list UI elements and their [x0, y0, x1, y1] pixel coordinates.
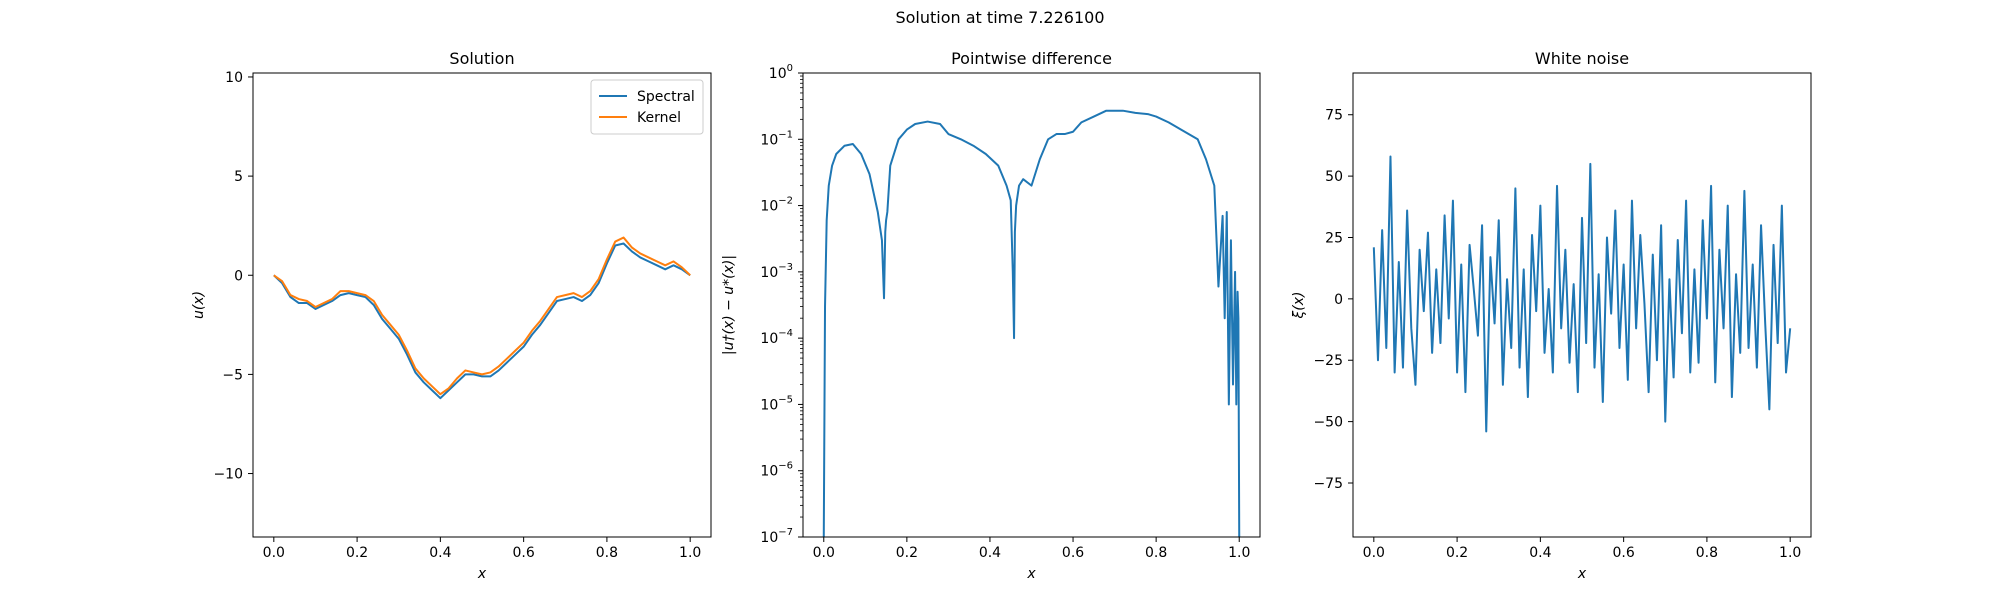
x-tick-label: 0.4	[979, 545, 1001, 561]
y-axis-label: ξ(x)	[1291, 291, 1307, 319]
x-tick-label: 0.2	[896, 545, 918, 561]
subplot-title: White noise	[1535, 49, 1629, 68]
x-tick-label: 0.2	[1446, 545, 1468, 561]
axes-frame	[1352, 72, 1812, 538]
x-tick-label: 0.6	[1062, 545, 1084, 561]
y-tick-label: −10	[213, 467, 243, 483]
axes-frame	[252, 72, 712, 538]
series-line-spectral	[273, 242, 691, 400]
y-tick-label: 100	[769, 63, 793, 82]
series-line-kernel	[273, 236, 691, 396]
y-tick-label: 50	[1325, 169, 1343, 185]
y-tick-label: 10	[225, 70, 243, 86]
legend-box	[590, 79, 704, 135]
x-tick-label: 0.6	[1613, 545, 1635, 561]
series-line-1	[1372, 155, 1792, 433]
x-tick-label: 0.6	[513, 545, 535, 561]
y-tick-label: 10−2	[760, 196, 793, 215]
y-tick-label: −25	[1313, 353, 1343, 369]
legend-label-spectral: Spectral	[637, 89, 695, 105]
y-tick-label: 5	[234, 169, 243, 185]
y-tick-label: 75	[1325, 108, 1343, 124]
y-tick-label: 10−6	[760, 461, 793, 480]
y-tick-label: 0	[234, 268, 243, 284]
y-tick-label: −5	[222, 367, 243, 383]
x-tick-label: 0.8	[596, 545, 618, 561]
subplot-1: Solution 0.0 0.2 0.4 0.6 0.8 1.0 x 10 5 0 −5 −10 u(x)…	[191, 49, 712, 582]
x-axis-label: x	[1577, 566, 1587, 582]
subplot-title: Pointwise difference	[951, 49, 1112, 68]
x-tick-label: 0.0	[263, 545, 285, 561]
x-tick-label: 0.8	[1145, 545, 1167, 561]
x-tick-label: 1.0	[1779, 545, 1801, 561]
series-line-1	[822, 109, 1241, 537]
x-tick-label: 0.4	[1529, 545, 1551, 561]
legend-label-kernel: Kernel	[637, 110, 681, 126]
x-tick-label: 1.0	[1228, 545, 1250, 561]
x-axis-label: x	[477, 566, 487, 582]
subplot-title: Solution	[449, 49, 514, 68]
y-tick-label: 25	[1325, 230, 1343, 246]
y-tick-label: 10−4	[760, 328, 793, 347]
figure-title: Solution at time 7.226100	[895, 8, 1105, 27]
y-axis-label: u(x)	[191, 291, 207, 319]
y-tick-label: 10−3	[760, 262, 793, 281]
x-tick-label: 0.4	[429, 545, 451, 561]
x-tick-label: 0.2	[346, 545, 368, 561]
y-tick-label: 10−1	[760, 129, 793, 148]
subplot-2: Pointwise difference 0.0 0.2 0.4 0.6 0.8 1.0 x 1…	[721, 49, 1261, 582]
x-tick-label: 1.0	[679, 545, 701, 561]
y-tick-label: −50	[1313, 415, 1343, 431]
x-tick-label: 0.8	[1696, 545, 1718, 561]
y-tick-label: 0	[1334, 292, 1343, 308]
subplot-3: White noise 0.0 0.2 0.4 0.6 0.8 1.0 x 75 50 25 0 −25…	[1291, 49, 1812, 582]
y-axis-label: |u†(x) − u*(x)|	[721, 255, 737, 355]
x-tick-label: 0.0	[1363, 545, 1385, 561]
legend: Spectral Kernel	[590, 79, 704, 135]
y-tick-label: 10−5	[760, 394, 793, 413]
x-axis-label: x	[1026, 566, 1036, 582]
axes-frame	[802, 72, 1261, 538]
y-tick-label: 10−7	[760, 527, 793, 546]
x-tick-label: 0.0	[813, 545, 835, 561]
y-tick-label: −75	[1313, 476, 1343, 492]
